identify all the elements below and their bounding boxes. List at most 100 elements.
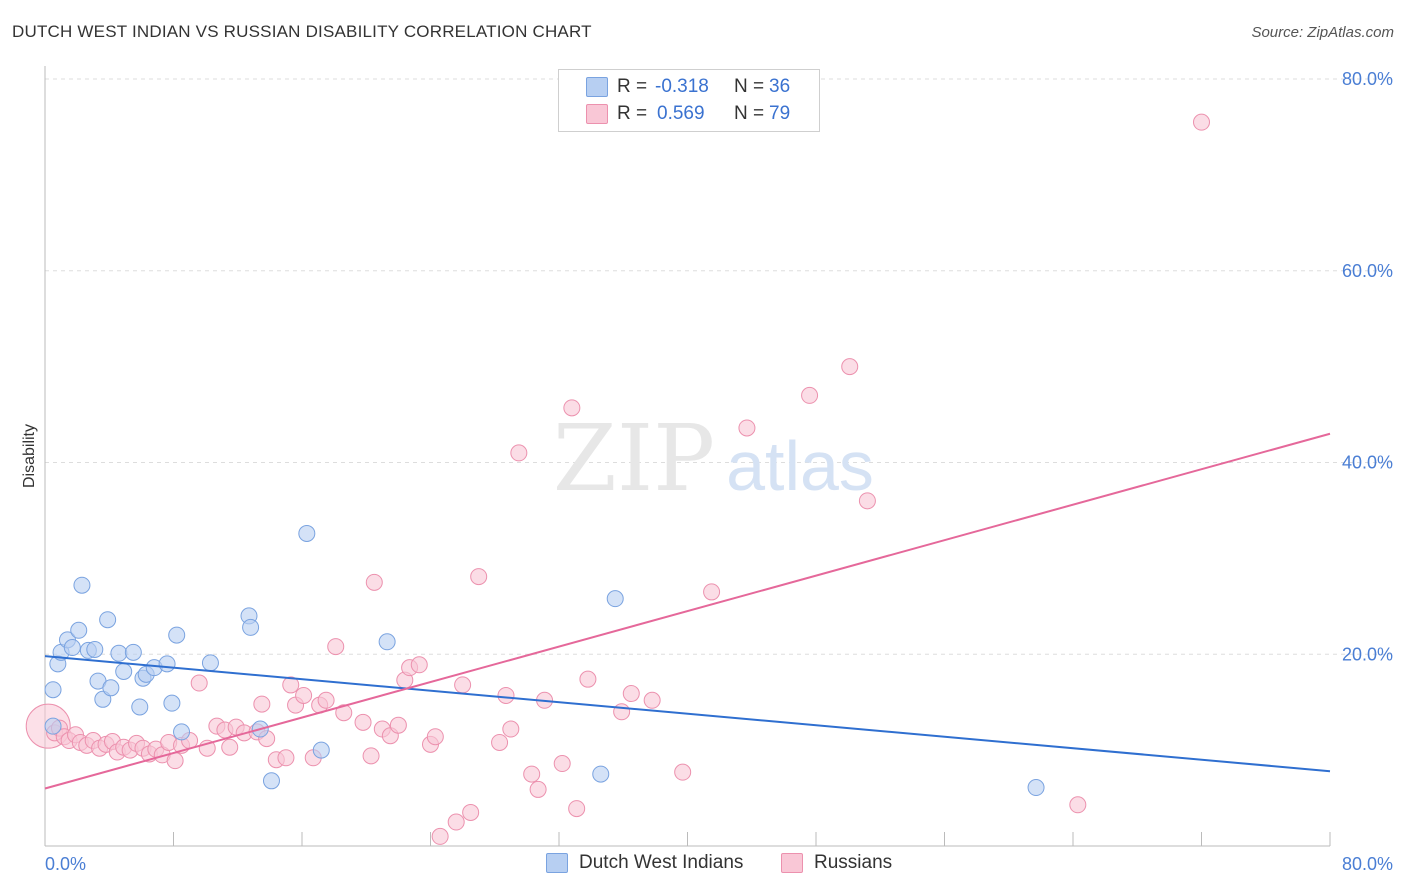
russians-point [354, 713, 372, 731]
russians-point [431, 827, 449, 845]
russians-point [221, 738, 239, 756]
russians-point [462, 803, 480, 821]
legend-n-value: 36 [769, 76, 791, 97]
russians-point [426, 728, 444, 746]
legend-label: Dutch West Indians [579, 852, 744, 873]
russians-point [470, 568, 488, 586]
dutch-west-indians-point [262, 772, 280, 790]
dutch-west-indians-point [44, 717, 62, 735]
legend-swatch-pink [586, 104, 608, 124]
y-tick-label: 60.0% [1342, 261, 1393, 281]
russians-point [801, 386, 819, 404]
russians-point [613, 703, 631, 721]
y-axis-title: Disability [21, 424, 38, 488]
russians-point [362, 747, 380, 765]
russians-point [454, 676, 472, 694]
watermark-atlas: atlas [726, 427, 874, 505]
russians-point [282, 676, 300, 694]
russians-point [841, 358, 859, 376]
legend-n-value: 79 [769, 103, 791, 124]
legend-r-label: R = [617, 76, 648, 97]
dutch-west-indians-point [158, 655, 176, 673]
russians-point [738, 419, 756, 437]
dutch-west-indians-point [124, 643, 142, 661]
dutch-west-indians-point [70, 621, 88, 639]
dutch-west-indians-point [110, 644, 128, 662]
dutch-west-indians-point [94, 690, 112, 708]
russians-trend-line [44, 432, 1331, 790]
dutch-west-indians-point [592, 765, 610, 783]
russians-point [295, 686, 313, 704]
dutch-west-indians-point [131, 698, 149, 716]
y-tick-label: 80.0% [1342, 69, 1393, 89]
russians-point [553, 755, 571, 773]
russians-point [335, 704, 353, 722]
series-legend: Dutch West Indians Russians [0, 852, 1406, 878]
russians-point [253, 695, 271, 713]
dutch-west-indians-point [173, 723, 191, 741]
russians-point [529, 780, 547, 798]
russians-point [563, 399, 581, 417]
trend-lines [44, 432, 1331, 790]
russians-point [1069, 796, 1087, 814]
russians-point [277, 749, 295, 767]
russians-point [510, 444, 528, 462]
legend-item-dutch-west-indians: Dutch West Indians [546, 852, 743, 874]
russians-point [327, 638, 345, 656]
legend-r-label: R = [617, 103, 648, 124]
russians-point [1193, 113, 1210, 131]
legend-r-value: -0.318 [655, 76, 709, 97]
legend-swatch-blue [586, 77, 608, 97]
russians-point [317, 691, 335, 709]
russians-point [190, 674, 208, 692]
russians-point [502, 720, 520, 738]
dutch-west-indians-point [298, 524, 316, 542]
dutch-west-indians-point [44, 681, 62, 699]
dutch-west-indians-point [63, 639, 81, 657]
legend-swatch-pink [781, 853, 803, 873]
x-tick-label: 0.0% [45, 854, 86, 874]
watermark: ZIP atlas [553, 405, 874, 512]
legend-label: Russians [814, 852, 893, 873]
russians-point [674, 763, 692, 781]
russians-point [858, 492, 876, 510]
dutch-west-indians-point [86, 640, 104, 658]
russians-point [579, 670, 597, 688]
dutch-west-indians-point [606, 590, 624, 608]
russians-point [622, 685, 640, 703]
legend-n-label: N = [734, 103, 765, 124]
dutch-west-indians-point [168, 626, 186, 644]
axis-labels: 20.0% 40.0% 60.0% 80.0% 0.0% 80.0% Disability [21, 69, 1393, 874]
russians-point [643, 691, 661, 709]
dutch-west-indians-point [312, 741, 330, 759]
russians-point [389, 716, 407, 734]
russians-point [491, 733, 509, 751]
russians-point [365, 573, 383, 591]
legend-r-value: 0.569 [657, 103, 705, 124]
y-tick-label: 40.0% [1342, 453, 1393, 473]
dutch-west-indians-point [242, 618, 260, 636]
dutch-west-indians-point [201, 654, 219, 672]
russians-point [410, 656, 428, 674]
dutch-west-indians-trend-line [44, 655, 1331, 773]
correlation-legend: R = -0.318 N = 36 R = 0.569 N = 79 [558, 69, 820, 132]
dutch-west-indians-points [44, 524, 1045, 797]
dutch-west-indians-point [73, 576, 91, 594]
legend-row-dutch-west-indians: R = -0.318 N = 36 [559, 74, 819, 100]
gridlines [45, 78, 1392, 655]
dutch-west-indians-point [163, 694, 181, 712]
source-credit: Source: ZipAtlas.com [1251, 24, 1394, 41]
legend-swatch-blue [546, 853, 568, 873]
russians-points [25, 113, 1210, 845]
dutch-west-indians-point [1027, 779, 1045, 797]
legend-n-label: N = [734, 76, 765, 97]
x-tick-label: 80.0% [1342, 854, 1393, 874]
russians-point [497, 686, 515, 704]
legend-row-russians: R = 0.569 N = 79 [559, 101, 819, 127]
russians-point [447, 813, 465, 831]
legend-item-russians: Russians [781, 852, 892, 874]
watermark-zip: ZIP [553, 405, 715, 512]
dutch-west-indians-point [99, 611, 117, 629]
russians-point [568, 800, 586, 818]
